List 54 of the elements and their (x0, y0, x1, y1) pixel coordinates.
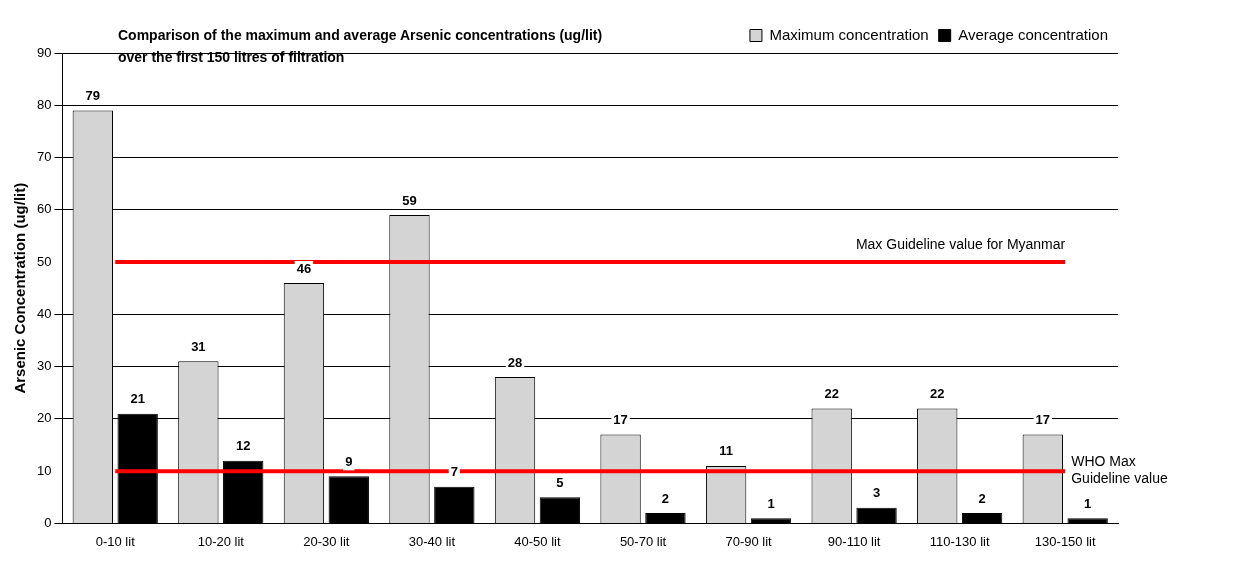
y-tick-label: 90 (36, 44, 52, 60)
bar (1067, 518, 1108, 523)
y-tick-label: 10 (36, 462, 52, 478)
x-tick-label: 0-10 lit (95, 533, 136, 549)
y-tick-label: 20 (36, 410, 52, 426)
y-tick-label: 30 (36, 358, 52, 374)
bar (856, 507, 897, 523)
ref-line-label: WHO Max Guideline value (1071, 453, 1168, 487)
data-label: 2 (661, 490, 670, 506)
legend-label: Average concentration (958, 25, 1108, 43)
x-tick-label: 20-30 lit (303, 533, 350, 549)
x-tick-label: 10-20 lit (197, 533, 245, 549)
data-label: 1 (767, 495, 775, 511)
x-tick-label: 40-50 lit (514, 533, 561, 549)
y-tick-label: 70 (36, 149, 52, 165)
data-label: 12 (235, 438, 251, 454)
bar (434, 486, 475, 523)
x-tick-label: 30-40 lit (408, 533, 456, 549)
data-label: 21 (130, 391, 145, 407)
data-label: 31 (191, 338, 206, 354)
data-label: 5 (556, 474, 564, 490)
x-tick-label: 90-110 lit (827, 533, 881, 549)
bar (961, 512, 1003, 523)
data-label: 59 (402, 192, 417, 208)
data-label: 3 (872, 485, 881, 501)
data-label: 9 (345, 453, 353, 469)
data-label: 17 (613, 412, 628, 428)
data-label: 2 (978, 490, 986, 506)
x-tick-label: 130-150 lit (1034, 533, 1096, 549)
y-tick-label: 50 (36, 253, 52, 269)
data-label: 22 (824, 385, 839, 401)
data-label: 11 (719, 443, 734, 459)
data-label: 7 (450, 464, 458, 480)
x-tick-label: 70-90 lit (725, 533, 773, 549)
data-label: 46 (296, 260, 312, 276)
ref-line-label: Max Guideline value for Myanmar (855, 235, 1066, 252)
y-tick-label: 0 (44, 514, 52, 530)
bar (539, 497, 581, 523)
data-label: 17 (1035, 412, 1051, 428)
bar (223, 460, 264, 523)
y-tick-label: 60 (36, 201, 52, 217)
legend-label: Maximum concentration (769, 25, 929, 43)
bar (645, 512, 686, 523)
data-label: 28 (507, 354, 523, 370)
y-axis-title: Arsenic Concentration (ug/lit) (11, 182, 29, 394)
y-tick-label: 40 (36, 305, 52, 321)
bar (750, 518, 792, 523)
x-tick-label: 50-70 lit (619, 533, 667, 549)
bar (328, 476, 369, 523)
data-label: 22 (930, 385, 945, 401)
data-label: 1 (1084, 495, 1092, 511)
x-tick-label: 110-130 lit (929, 533, 990, 549)
y-tick-label: 80 (36, 96, 52, 112)
data-label: 79 (85, 88, 101, 104)
